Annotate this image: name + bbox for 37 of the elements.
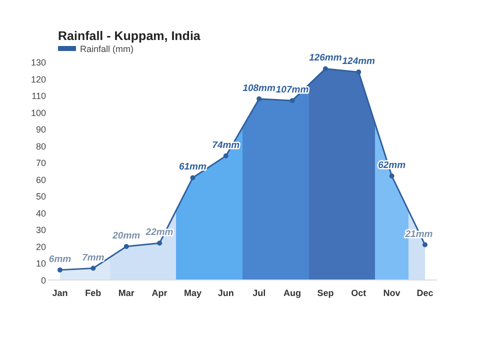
x-tick-label: Jul — [252, 288, 266, 298]
y-tick-label: 90 — [36, 124, 46, 135]
point — [356, 70, 362, 75]
data-label: 7mm — [82, 252, 105, 264]
y-tick-label: 130 — [30, 58, 46, 68]
data-label: 108mm — [242, 82, 276, 94]
x-tick-label: Jan — [52, 288, 68, 298]
y-tick-label: 30 — [36, 225, 46, 236]
y-tick-label: 70 — [36, 158, 46, 168]
chart-title: Rainfall - Kuppam, India — [58, 29, 202, 43]
x-tick-label: Aug — [284, 288, 302, 298]
y-tick-label: 120 — [30, 74, 46, 84]
data-label: 20mm — [112, 230, 141, 242]
y-tick-label: 100 — [30, 108, 46, 118]
x-tick-label: May — [184, 288, 202, 298]
x-tick-label: Nov — [383, 288, 400, 298]
x-tick-label: Sep — [317, 288, 334, 298]
x-tick-label: Oct — [351, 288, 366, 298]
y-tick-label: 60 — [36, 174, 46, 185]
data-label: 6mm — [48, 254, 72, 265]
y-tick-label: 110 — [32, 91, 46, 102]
x-tick-label: Jun — [218, 288, 234, 298]
x-tick-label: Mar — [118, 288, 135, 298]
x-tick-label: Dec — [416, 288, 434, 298]
y-tick-label: 10 — [36, 258, 46, 269]
y-tick-label: 80 — [36, 141, 46, 152]
y-tick-label: 0 — [40, 276, 46, 286]
x-tick-label: Apr — [152, 288, 168, 298]
data-label: 126mm — [309, 52, 342, 64]
point — [322, 66, 328, 72]
y-tick-label: 20 — [36, 242, 46, 252]
x-tick-label: Feb — [85, 288, 102, 298]
y-tick-label: 50 — [36, 192, 46, 202]
data-label: 61mm — [178, 162, 208, 173]
y-tick-label: 40 — [36, 208, 46, 218]
legend-label: Rainfall (mm) — [80, 44, 134, 54]
data-label: 124mm — [342, 56, 376, 68]
